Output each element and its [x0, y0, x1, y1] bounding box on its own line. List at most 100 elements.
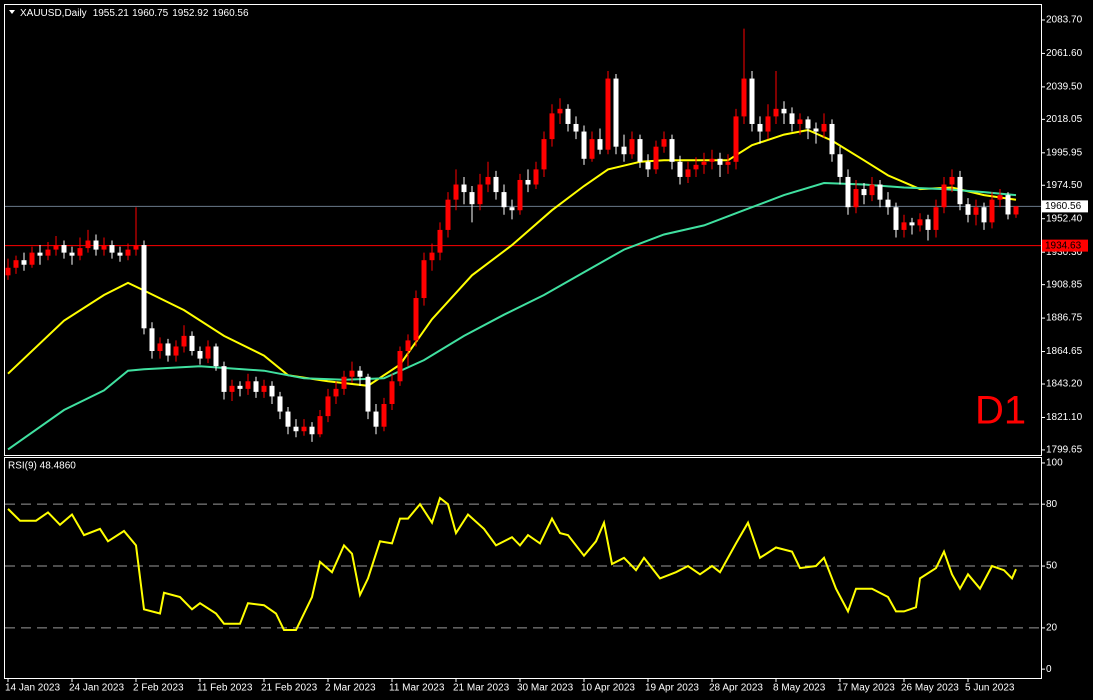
candle-body	[805, 119, 811, 129]
candle-body	[725, 161, 731, 165]
candle-body	[221, 366, 227, 392]
menu-arrow	[9, 10, 15, 14]
candle-body	[677, 161, 683, 177]
x-tick-label: 24 Jan 2023	[69, 683, 124, 694]
candle-body	[365, 376, 371, 412]
candle-body	[477, 184, 483, 205]
candle-body	[925, 219, 931, 230]
rsi-title: RSI(9) 48.4860	[8, 461, 76, 472]
rsi-line	[7, 496, 1017, 631]
rsi-panel	[4, 457, 1042, 679]
candle-body	[309, 426, 315, 435]
candle-body	[829, 123, 835, 155]
close-value: 1960.56	[212, 8, 249, 19]
y-tick-label: 2039.50	[1046, 82, 1083, 93]
candle-body	[661, 139, 667, 147]
candle-body	[173, 346, 179, 356]
candle-body	[653, 146, 659, 170]
candle-body	[301, 426, 307, 432]
candle-body	[261, 385, 267, 392]
candle-body	[533, 169, 539, 185]
candle-body	[589, 139, 595, 159]
y-tick-label: 1821.10	[1046, 412, 1083, 423]
candle-body	[837, 154, 843, 177]
candle-body	[669, 139, 675, 162]
candle-body	[453, 184, 459, 200]
candle-body	[1005, 195, 1011, 215]
y-tick-label: 1974.50	[1046, 180, 1083, 191]
x-tick-label: 2 Mar 2023	[325, 683, 376, 694]
candle-body	[757, 123, 763, 132]
candle-body	[445, 199, 451, 230]
candle-body	[621, 146, 627, 155]
y-tick-label: 2018.05	[1046, 114, 1083, 125]
candle-body	[285, 411, 291, 427]
candle-body	[293, 426, 299, 432]
candle-body	[573, 123, 579, 132]
candle-body	[413, 298, 419, 341]
candle-body	[1013, 206, 1019, 215]
candle-body	[637, 139, 643, 162]
open-value: 1955.21	[93, 8, 130, 19]
candle-body	[325, 396, 331, 417]
y-tick-label: 0	[1046, 664, 1052, 675]
candle-body	[557, 108, 563, 114]
candle-body	[141, 245, 147, 329]
level-label: 1934.63	[1045, 240, 1082, 251]
candle-body	[797, 119, 803, 124]
candle-body	[717, 158, 723, 165]
candle-body	[525, 179, 531, 185]
candle-body	[629, 139, 635, 155]
candle-body	[69, 252, 75, 256]
candle-body	[605, 78, 611, 150]
candle-body	[981, 207, 987, 223]
price-label: 1960.56	[1045, 201, 1082, 212]
x-tick-label: 14 Jan 2023	[5, 683, 60, 694]
y-tick-label: 1995.95	[1046, 147, 1083, 158]
candle-body	[613, 78, 619, 147]
x-tick-label: 10 Apr 2023	[581, 683, 635, 694]
x-tick-label: 21 Feb 2023	[261, 683, 318, 694]
candle-body	[741, 78, 747, 117]
x-tick-label: 28 Apr 2023	[709, 683, 763, 694]
candle-body	[93, 240, 99, 250]
candle-body	[933, 207, 939, 230]
x-tick-label: 8 May 2023	[773, 683, 826, 694]
x-tick-label: 30 Mar 2023	[517, 683, 574, 694]
candle-body	[861, 189, 867, 196]
candle-body	[333, 388, 339, 397]
candle-body	[229, 385, 235, 392]
candle-body	[397, 351, 403, 382]
candle-body	[245, 381, 251, 389]
candle-body	[317, 416, 323, 435]
candle-body	[645, 161, 651, 170]
y-tick-label: 1886.75	[1046, 313, 1083, 324]
candle-body	[205, 346, 211, 359]
candle-body	[213, 346, 219, 367]
y-tick-label: 1864.65	[1046, 346, 1083, 357]
candle-body	[949, 176, 955, 185]
price-label-box	[1042, 200, 1088, 213]
candle-body	[765, 116, 771, 132]
x-tick-label: 11 Feb 2023	[197, 683, 253, 694]
candle-body	[381, 403, 387, 427]
candle-body	[189, 335, 195, 352]
candle-body	[869, 184, 875, 196]
candle-body	[181, 335, 187, 347]
candle-body	[957, 176, 963, 205]
candle-body	[901, 222, 907, 230]
candle-body	[165, 343, 171, 356]
candle-body	[13, 260, 19, 268]
candle-body	[373, 411, 379, 427]
y-tick-label: 1843.20	[1046, 379, 1083, 390]
candle-body	[813, 128, 819, 132]
timeframe-watermark: D1	[975, 389, 1026, 433]
candle-body	[133, 245, 139, 250]
symbol: XAUUSD,Daily	[20, 8, 87, 19]
x-tick-label: 17 May 2023	[837, 683, 895, 694]
y-tick-label: 80	[1046, 499, 1058, 510]
x-tick-label: 19 Apr 2023	[645, 683, 699, 694]
chart-header: XAUUSD,Daily 1955.21 1960.75 1952.92 1960.56	[20, 8, 249, 19]
y-tick-label: 50	[1046, 561, 1058, 572]
candle-body	[349, 370, 355, 377]
